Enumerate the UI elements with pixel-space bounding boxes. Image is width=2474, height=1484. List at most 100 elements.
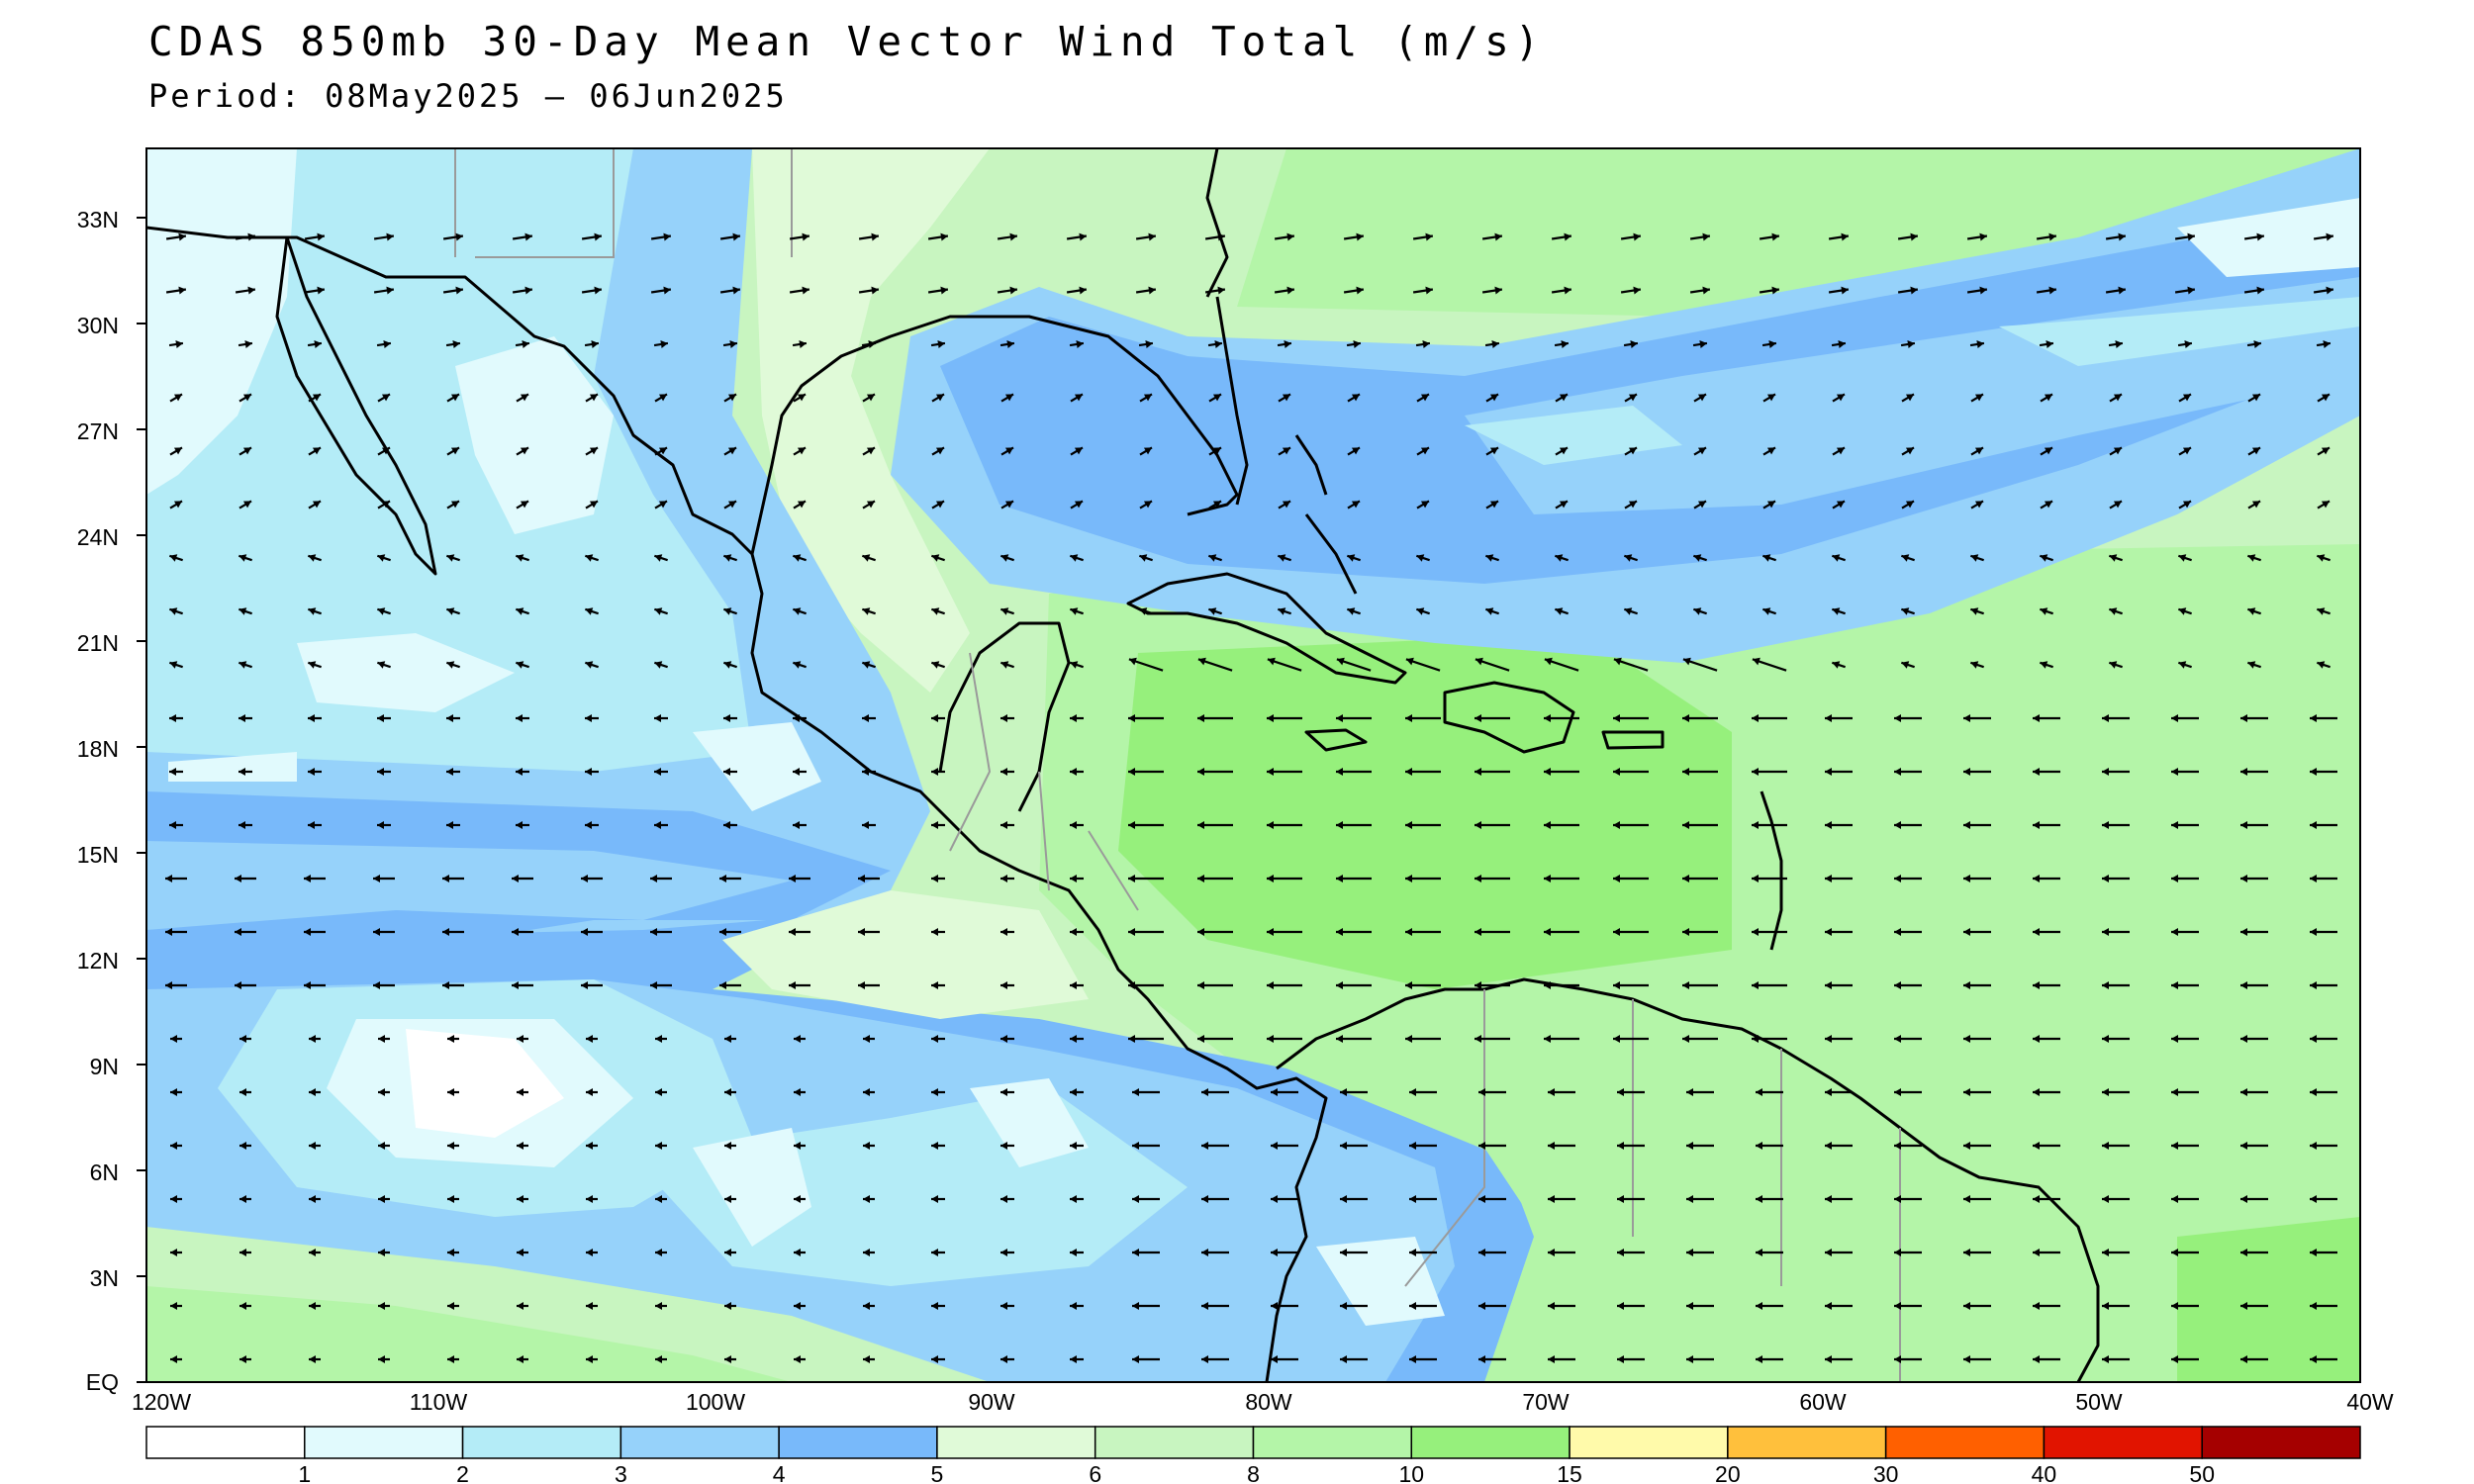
wind-vector-head <box>1000 1249 1007 1256</box>
wind-vector-head <box>1475 981 1481 989</box>
wind-vector-head <box>312 447 322 455</box>
wind-vector-head <box>1336 875 1343 882</box>
wind-vector-head <box>1756 1302 1762 1310</box>
wind-vector-head <box>517 1302 523 1310</box>
wind-vector-head <box>931 554 940 562</box>
wind-vector-head <box>239 1088 246 1096</box>
wind-vector-head <box>1630 340 1638 348</box>
lon-tick-label: 90W <box>968 1389 1015 1415</box>
colorbar-swatch <box>1569 1426 1729 1459</box>
wind-vector-head <box>1752 657 1760 666</box>
wind-vector-head <box>1070 1142 1077 1150</box>
wind-vector-head <box>863 1142 870 1150</box>
lon-tick-label: 40W <box>2346 1389 2394 1415</box>
wind-vector-head <box>727 447 737 455</box>
wind-vector-head <box>1702 232 1710 241</box>
colorbar-label: 20 <box>1715 1461 1741 1484</box>
wind-vector-head <box>1979 286 1987 295</box>
wind-vector-head <box>724 1355 731 1363</box>
wind-vector-head <box>585 768 592 776</box>
wind-vector-head <box>1894 928 1901 936</box>
wind-vector-head <box>1340 1088 1347 1096</box>
wind-vector-head <box>1686 1355 1693 1363</box>
wind-vector-head <box>1910 286 1918 295</box>
wind-vector-head <box>1267 768 1274 776</box>
wind-vector-head <box>2040 661 2048 669</box>
wind-vector-head <box>1963 768 1970 776</box>
wind-vector-head <box>1613 928 1620 936</box>
wind-vector-head <box>516 607 524 615</box>
wind-vector-head <box>724 1035 731 1043</box>
wind-vector-head <box>308 554 317 562</box>
wind-vector-head <box>2171 928 2178 936</box>
wind-vector-head <box>1197 821 1204 829</box>
wind-vector-head <box>377 768 384 776</box>
wind-vector-head <box>1686 1088 1693 1096</box>
wind-vector-head <box>931 821 938 829</box>
wind-vector-head <box>2182 501 2192 509</box>
wind-vector-head <box>2033 768 2040 776</box>
wind-vector-head <box>1000 821 1007 829</box>
wind-vector-head <box>378 1035 385 1043</box>
wind-vector-head <box>1000 928 1007 936</box>
wind-vector-head <box>1766 394 1776 402</box>
wind-vector-head <box>871 286 879 295</box>
lon-tick-label: 110W <box>410 1389 468 1415</box>
wind-vector-head <box>2247 554 2256 562</box>
wind-vector-head <box>1494 286 1502 295</box>
wind-vector-head <box>1489 394 1499 402</box>
wind-vector-head <box>1963 1142 1970 1150</box>
wind-vector-head <box>654 554 663 562</box>
wind-vector-head <box>727 394 737 402</box>
wind-vector-head <box>585 661 594 669</box>
wind-vector-head <box>1070 1302 1077 1310</box>
wind-vector-head <box>581 928 588 936</box>
wind-vector-head <box>1128 768 1135 776</box>
wind-vector-head <box>235 928 241 936</box>
wind-vector-head <box>2040 554 2048 562</box>
wind-vector-head <box>940 232 948 241</box>
wind-vector-head <box>931 928 938 936</box>
lat-tick-label: 33N <box>77 207 119 232</box>
wind-vector-head <box>1286 232 1294 241</box>
wind-vector-head <box>1405 714 1412 722</box>
wind-vector-head <box>719 875 726 882</box>
wind-vector-head <box>2171 1302 2178 1310</box>
wind-vector-head <box>1409 1195 1416 1203</box>
wind-vector-head <box>1475 875 1481 882</box>
wind-vector-head <box>660 340 668 348</box>
wind-vector-head <box>658 447 668 455</box>
wind-vector-head <box>1825 875 1832 882</box>
lon-tick-label: 50W <box>2075 1389 2123 1415</box>
wind-vector-head <box>170 1302 177 1310</box>
wind-vector-head <box>1907 340 1915 348</box>
wind-vector-head <box>2033 875 2040 882</box>
wind-vector-head <box>1278 554 1286 562</box>
wind-vector-head <box>308 714 315 722</box>
wind-vector-head <box>1894 981 1901 989</box>
wind-vector-head <box>1004 501 1014 509</box>
wind-vector-head <box>1974 501 1984 509</box>
wind-vector-head <box>1201 1249 1208 1256</box>
wind-vector-head <box>1128 821 1135 829</box>
wind-vector-head <box>1128 981 1135 989</box>
wind-vector-head <box>1836 501 1846 509</box>
wind-vector-head <box>2033 1142 2040 1150</box>
wind-vector-head <box>1405 981 1412 989</box>
wind-vector-head <box>1894 1355 1901 1363</box>
wind-vector-head <box>1284 340 1291 348</box>
wind-vector-head <box>658 501 668 509</box>
wind-vector-head <box>1000 1355 1007 1363</box>
wind-vector-head <box>802 232 809 241</box>
wind-vector-head <box>2240 928 2247 936</box>
wind-vector-head <box>793 661 802 669</box>
wind-vector-head <box>794 1249 801 1256</box>
wind-vector-head <box>935 447 945 455</box>
wind-vector-head <box>1478 1088 1485 1096</box>
wind-vector-head <box>2171 1249 2178 1256</box>
wind-vector-head <box>1336 821 1343 829</box>
wind-vector-head <box>1197 768 1204 776</box>
wind-vector-head <box>1613 981 1620 989</box>
wind-vector-head <box>383 340 391 348</box>
